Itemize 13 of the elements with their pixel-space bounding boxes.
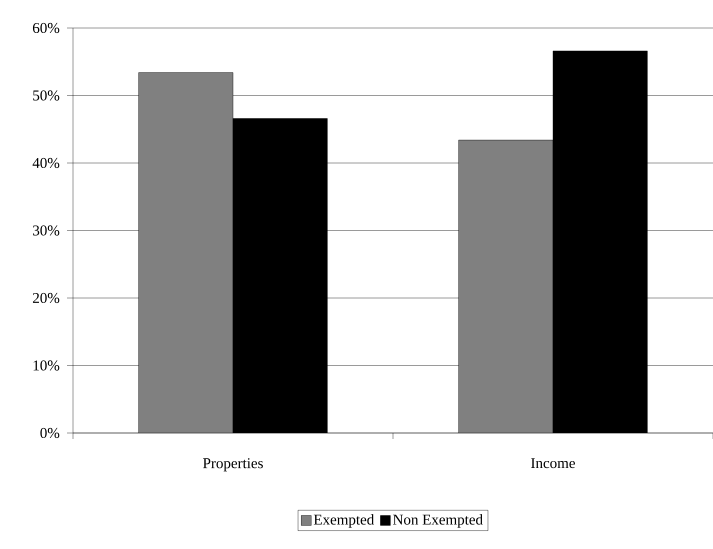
legend-label: Exempted	[314, 514, 374, 528]
x-tick-label: Properties	[203, 458, 263, 472]
y-tick-label: 40%	[32, 158, 60, 168]
y-tick-label: 30%	[33, 225, 60, 236]
bar	[138, 72, 234, 433]
bar	[458, 140, 554, 433]
legend-label: Non Exempted	[393, 514, 483, 528]
y-tick-label: 50%	[33, 90, 60, 101]
y-tick-label: 10%	[34, 360, 60, 371]
x-tick-label: Income	[531, 458, 575, 468]
y-tick-label: 20%	[32, 292, 60, 304]
y-tick-label: 60%	[32, 22, 60, 34]
y-tick-label: 0%	[40, 428, 60, 438]
